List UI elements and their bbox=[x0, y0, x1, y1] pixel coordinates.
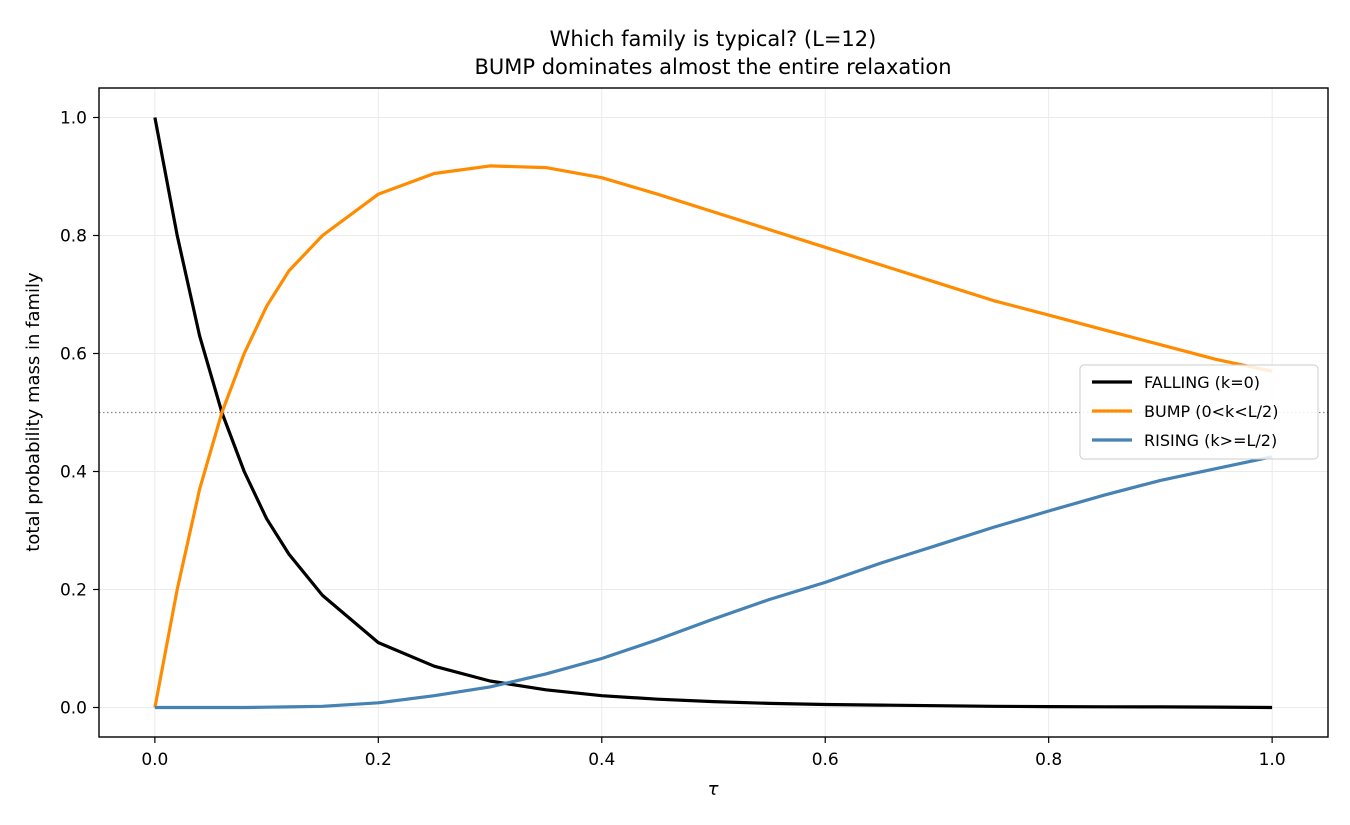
x-tick-label: 0.4 bbox=[588, 750, 615, 770]
series-line-1 bbox=[153, 164, 1273, 708]
y-tick-label: 1.0 bbox=[60, 109, 87, 129]
x-tick-label: 0.8 bbox=[1035, 750, 1062, 770]
x-tick-label: 1.0 bbox=[1259, 750, 1286, 770]
series-line-2 bbox=[154, 455, 1273, 710]
legend-label-0: FALLING (k=0) bbox=[1144, 373, 1260, 392]
chart-subtitle: BUMP dominates almost the entire relaxat… bbox=[474, 55, 951, 79]
legend: FALLING (k=0) BUMP (0<k<L/2) RISING (k>=L/… bbox=[1079, 364, 1319, 460]
series-lines bbox=[153, 117, 1273, 710]
chart-title: Which family is typical? (L=12) bbox=[550, 27, 877, 51]
x-tick-label: 0.6 bbox=[812, 750, 839, 770]
y-axis-ticks: 0.0 0.2 0.4 0.6 0.8 1.0 bbox=[60, 109, 99, 719]
plot-frame bbox=[98, 87, 1329, 738]
x-tick-label: 0.2 bbox=[365, 750, 392, 770]
x-axis-ticks: 0.0 0.2 0.4 0.6 0.8 1.0 bbox=[141, 737, 1286, 770]
series-line-0 bbox=[153, 117, 1273, 710]
y-tick-label: 0.4 bbox=[60, 463, 87, 483]
x-axis-label: τ bbox=[708, 779, 719, 800]
legend-box bbox=[1079, 364, 1319, 460]
y-axis-label: total probability mass in family bbox=[23, 272, 44, 552]
y-tick-label: 0.0 bbox=[60, 699, 87, 719]
y-tick-label: 0.6 bbox=[60, 345, 87, 365]
y-tick-label: 0.2 bbox=[60, 581, 87, 601]
legend-label-1: BUMP (0<k<L/2) bbox=[1144, 402, 1278, 421]
y-tick-label: 0.8 bbox=[60, 227, 87, 247]
x-tick-label: 0.0 bbox=[141, 750, 168, 770]
legend-label-2: RISING (k>=L/2) bbox=[1144, 431, 1277, 450]
